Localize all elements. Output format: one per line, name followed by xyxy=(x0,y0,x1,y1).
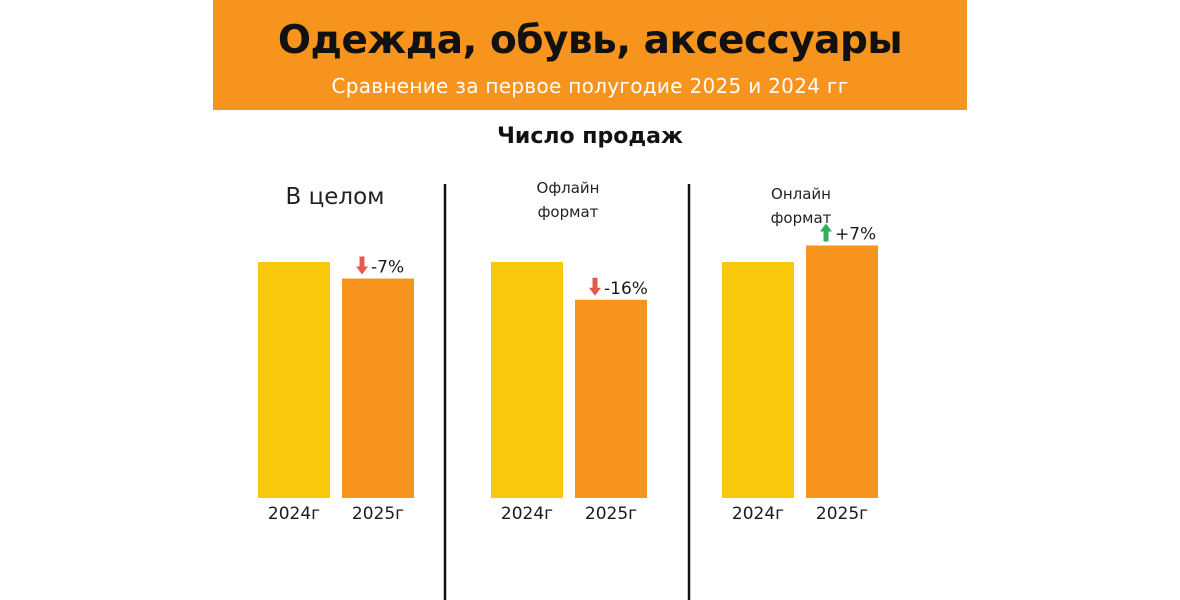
x-tick-label: 2025г xyxy=(585,504,637,524)
bar-2024г xyxy=(258,262,330,498)
x-tick-label: 2024г xyxy=(268,504,320,524)
bar-2025г xyxy=(806,245,878,498)
bar-2024г xyxy=(722,262,794,498)
x-tick-label: 2025г xyxy=(352,504,404,524)
x-tick-label: 2025г xyxy=(816,504,868,524)
x-tick-label: 2024г xyxy=(732,504,784,524)
panel-title-online: Онлайн формат xyxy=(770,185,832,227)
bar-2025г xyxy=(342,278,414,498)
change-label: +7% xyxy=(835,224,876,244)
change-label: -16% xyxy=(604,279,648,299)
panel-title-offline: Офлайн формат xyxy=(536,179,600,221)
page-subtitle: Сравнение за первое полугодие 2025 и 202… xyxy=(331,74,849,98)
page-title: Одежда, обувь, аксессуары xyxy=(277,18,903,63)
section-title: Число продаж xyxy=(497,124,683,149)
x-tick-label: 2024г xyxy=(501,504,553,524)
down-arrow-icon xyxy=(356,256,368,275)
header-banner: Одежда, обувь, аксессуары Сравнение за п… xyxy=(213,0,967,110)
down-arrow-icon xyxy=(589,277,601,296)
panel-title-overall: В целом xyxy=(285,184,385,210)
bar-2025г xyxy=(575,299,647,498)
bar-2024г xyxy=(491,262,563,498)
change-label: -7% xyxy=(371,258,404,278)
up-arrow-icon xyxy=(820,223,832,242)
